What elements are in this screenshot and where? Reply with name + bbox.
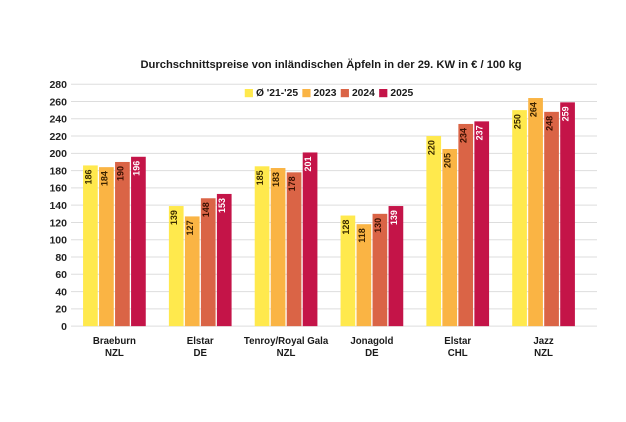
svg-text:220: 220 — [427, 140, 437, 155]
svg-text:127: 127 — [185, 220, 195, 235]
svg-text:139: 139 — [169, 210, 179, 225]
svg-text:Elstar: Elstar — [187, 336, 214, 347]
svg-text:200: 200 — [49, 148, 67, 160]
svg-text:NZL: NZL — [534, 348, 553, 359]
svg-text:250: 250 — [513, 114, 523, 129]
svg-text:185: 185 — [255, 170, 265, 185]
svg-text:DE: DE — [194, 348, 208, 359]
svg-text:264: 264 — [529, 102, 539, 117]
svg-text:140: 140 — [49, 200, 67, 212]
svg-text:248: 248 — [545, 116, 555, 131]
svg-text:NZL: NZL — [277, 348, 296, 359]
svg-text:118: 118 — [357, 228, 367, 243]
svg-text:178: 178 — [287, 176, 297, 191]
svg-text:220: 220 — [49, 131, 67, 143]
svg-text:Jonagold: Jonagold — [350, 336, 393, 347]
svg-text:201: 201 — [303, 156, 313, 171]
svg-text:Ø '21-'25: Ø '21-'25 — [256, 88, 298, 99]
svg-text:186: 186 — [83, 169, 93, 184]
svg-text:2025: 2025 — [390, 88, 413, 99]
svg-text:148: 148 — [201, 202, 211, 217]
svg-text:100: 100 — [49, 235, 67, 247]
svg-text:CHL: CHL — [448, 348, 468, 359]
svg-text:153: 153 — [217, 198, 227, 213]
svg-text:120: 120 — [49, 217, 67, 229]
svg-text:Tenroy/Royal Gala: Tenroy/Royal Gala — [244, 336, 329, 347]
svg-text:280: 280 — [49, 79, 67, 91]
svg-text:20: 20 — [55, 304, 67, 316]
svg-text:DE: DE — [365, 348, 379, 359]
svg-text:Jazz: Jazz — [533, 336, 554, 347]
svg-text:184: 184 — [99, 171, 109, 186]
svg-text:0: 0 — [61, 321, 67, 333]
svg-text:196: 196 — [131, 161, 141, 176]
svg-text:190: 190 — [115, 166, 125, 181]
svg-text:237: 237 — [475, 125, 485, 140]
svg-text:Durchschnittspreise von inlän: Durchschnittspreise von inländischen Äpf… — [140, 58, 521, 71]
svg-text:2023: 2023 — [314, 88, 337, 99]
svg-text:80: 80 — [55, 252, 67, 264]
svg-text:NZL: NZL — [105, 348, 124, 359]
svg-text:160: 160 — [49, 183, 67, 195]
svg-text:128: 128 — [341, 220, 351, 235]
svg-text:60: 60 — [55, 269, 67, 281]
svg-text:Braeburn: Braeburn — [93, 336, 136, 347]
svg-text:Elstar: Elstar — [444, 336, 471, 347]
svg-text:234: 234 — [459, 128, 469, 143]
svg-text:205: 205 — [443, 153, 453, 168]
svg-text:139: 139 — [389, 210, 399, 225]
svg-text:2024: 2024 — [352, 88, 375, 99]
svg-text:130: 130 — [373, 218, 383, 233]
svg-text:259: 259 — [561, 106, 571, 121]
svg-text:40: 40 — [55, 286, 67, 298]
svg-text:260: 260 — [49, 96, 67, 108]
svg-text:183: 183 — [271, 172, 281, 187]
svg-text:180: 180 — [49, 165, 67, 177]
svg-text:240: 240 — [49, 114, 67, 126]
